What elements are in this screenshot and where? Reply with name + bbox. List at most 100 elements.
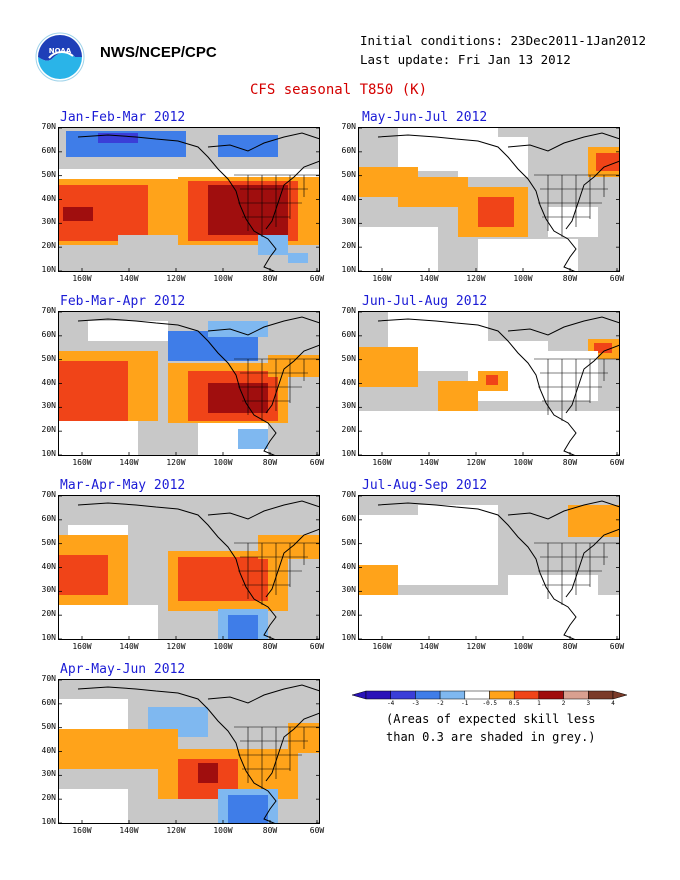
shading-block (478, 197, 514, 227)
noaa-logo: NOAA (35, 32, 85, 82)
legend-swatch (439, 690, 466, 700)
shading-block (358, 565, 398, 595)
y-axis-label: 50N (341, 353, 356, 363)
x-axis-label: 80W (262, 642, 278, 651)
x-axis-label: 60W (309, 642, 325, 651)
x-axis-label: 160W (72, 274, 92, 283)
y-axis-label: 30N (341, 585, 356, 595)
legend-swatch (464, 690, 490, 700)
map-canvas (58, 679, 321, 825)
shading-block (538, 351, 598, 401)
y-axis-label: 40N (41, 377, 56, 387)
x-axis-label: 100W (213, 826, 233, 835)
legend-tick-label: 1 (537, 700, 541, 707)
y-axis-label: 20N (41, 425, 56, 435)
shading-block (218, 135, 278, 157)
y-axis-label: 20N (341, 241, 356, 251)
y-axis-label: 40N (341, 561, 356, 571)
x-axis-label: 140W (419, 642, 439, 651)
legend-swatch (415, 690, 441, 700)
figure-title: CFS seasonal T850 (K) (250, 82, 428, 98)
panel-title-amj: Apr-May-Jun 2012 (60, 662, 186, 677)
x-axis-label: 100W (513, 458, 533, 467)
shading-block (98, 133, 138, 143)
shading-block (228, 615, 258, 640)
legend-tick-label: -0.5 (482, 700, 497, 707)
legend-swatch (390, 690, 416, 700)
shading-block (508, 575, 598, 615)
map-canvas (358, 311, 621, 457)
initial-conditions-text: Initial conditions: 23Dec2011-1Jan2012 (360, 33, 646, 48)
y-axis-label: 30N (41, 217, 56, 227)
shading-block (198, 763, 218, 783)
y-axis-label: 30N (41, 585, 56, 595)
shading-block (238, 429, 268, 449)
legend-arrow-high (612, 690, 628, 700)
y-axis-label: 70N (41, 122, 56, 131)
shading-block (228, 795, 268, 824)
y-axis-label: 70N (341, 306, 356, 315)
panel-title-jas: Jul-Aug-Sep 2012 (362, 478, 488, 493)
map-canvas (358, 127, 621, 273)
x-axis-label: 80W (562, 274, 578, 283)
x-axis-label: 120W (466, 458, 486, 467)
x-axis-label: 140W (119, 642, 139, 651)
x-axis-label: 160W (372, 274, 392, 283)
x-axis-label: 80W (562, 642, 578, 651)
legend-tick-label: 4 (611, 700, 615, 707)
x-axis-label: 80W (262, 458, 278, 467)
legend-swatch (365, 690, 391, 700)
map-panel-mjj (358, 127, 621, 273)
shading-block (88, 321, 168, 341)
x-axis-label: 100W (513, 642, 533, 651)
x-axis-label: 100W (213, 642, 233, 651)
x-axis-label: 120W (466, 642, 486, 651)
map-canvas (58, 495, 321, 641)
coastline (377, 316, 621, 457)
map-panel-jas (358, 495, 621, 641)
panel-title-fma: Feb-Mar-Apr 2012 (60, 294, 186, 309)
panel-title-jja: Jun-Jul-Aug 2012 (362, 294, 488, 309)
y-axis-label: 40N (41, 193, 56, 203)
x-axis-label: 140W (119, 274, 139, 283)
x-axis-label: 80W (262, 826, 278, 835)
panel-title-mam: Mar-Apr-May 2012 (60, 478, 186, 493)
map-canvas (58, 311, 321, 457)
map-canvas (58, 127, 321, 273)
shading-block (58, 555, 108, 595)
y-axis-label: 10N (341, 633, 356, 642)
shading-block (478, 239, 578, 272)
y-axis-label: 60N (341, 329, 356, 339)
legend-tick-label: 0.5 (508, 700, 520, 707)
panel-title-mjj: May-Jun-Jul 2012 (362, 110, 488, 125)
y-axis-label: 50N (341, 537, 356, 547)
shading-block (548, 207, 598, 237)
color-legend: -4 -3 -2 -1 -0.5 0.5 1 2 3 4 (351, 688, 628, 708)
y-axis-label: 20N (41, 241, 56, 251)
shading-block (358, 227, 438, 272)
coastline (77, 132, 321, 273)
legend-note-line1: (Areas of expected skill less (386, 712, 596, 726)
legend-swatch (563, 690, 589, 700)
legend-note-line2: than 0.3 are shaded in grey.) (386, 730, 596, 744)
y-axis-label: 30N (341, 401, 356, 411)
shading-block (358, 347, 418, 387)
y-axis-label: 70N (41, 306, 56, 315)
legend-swatch (538, 690, 564, 700)
shading-block (208, 383, 268, 413)
shading-block (418, 505, 498, 555)
x-axis-label: 140W (419, 274, 439, 283)
legend-swatch (489, 690, 515, 700)
y-axis-label: 10N (341, 265, 356, 274)
shading-block (568, 505, 620, 537)
map-panel-jja (358, 311, 621, 457)
y-axis-label: 60N (41, 697, 56, 707)
x-axis-label: 140W (419, 458, 439, 467)
coastline (377, 132, 621, 273)
shading-block (358, 411, 620, 456)
shading-block (58, 789, 128, 824)
y-axis-label: 50N (41, 169, 56, 179)
coastline (77, 500, 321, 641)
y-axis-label: 40N (341, 193, 356, 203)
shading-block (398, 177, 468, 207)
